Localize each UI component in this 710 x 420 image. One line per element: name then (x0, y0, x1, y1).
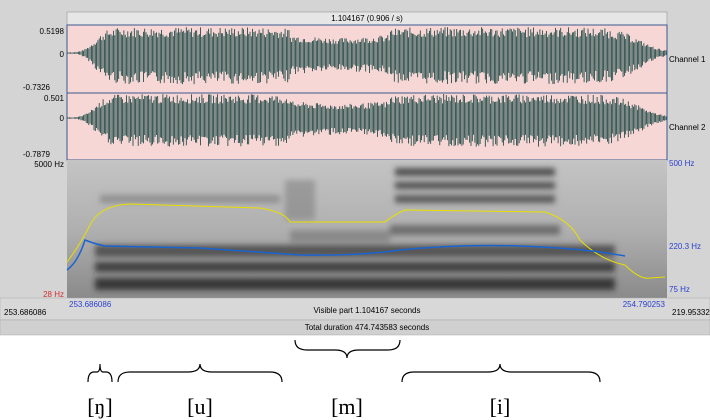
segment-braces (87, 339, 601, 383)
amplitude-zero: 0 (60, 114, 65, 123)
frequency-min: 28 Hz (43, 290, 64, 299)
spectrogram[interactable] (67, 160, 667, 298)
segment-label: [i] (490, 394, 511, 419)
formant-track (66, 203, 666, 279)
waveform (67, 27, 667, 85)
amplitude-min: -0.7326 (23, 83, 51, 92)
amplitude-zero: 0 (60, 50, 65, 59)
amplitude-max: 0.501 (44, 94, 65, 103)
total-duration: Total duration 474.743583 seconds (305, 323, 430, 332)
pitch-ceiling: 500 Hz (669, 159, 694, 168)
total-bar[interactable] (0, 319, 710, 336)
pitch-track (66, 239, 626, 271)
amplitude-max: 0.5198 (40, 27, 65, 36)
amplitude-min: -0.7879 (23, 150, 51, 159)
visible-part: Visible part 1.104167 seconds (313, 306, 420, 315)
segment-label: [u] (187, 394, 213, 419)
spectrogram-energy (95, 168, 615, 290)
window-end: 219.95332 (672, 308, 710, 317)
pitch-value: 220.3 Hz (669, 242, 701, 251)
pitch-floor: 75 Hz (669, 285, 690, 294)
segment-label: [ŋ] (87, 394, 113, 419)
frequency-max: 5000 Hz (34, 160, 64, 169)
waveform (67, 94, 667, 147)
visible-start: 253.686086 (69, 300, 112, 309)
channel-label: Channel 2 (669, 123, 706, 132)
selection-duration: 1.104167 (0.906 / s) (331, 14, 403, 23)
window-start: 253.686086 (4, 308, 47, 317)
visible-end: 254.790253 (623, 300, 666, 309)
channel-label: Channel 1 (669, 55, 706, 64)
segment-label: [m] (331, 394, 363, 419)
